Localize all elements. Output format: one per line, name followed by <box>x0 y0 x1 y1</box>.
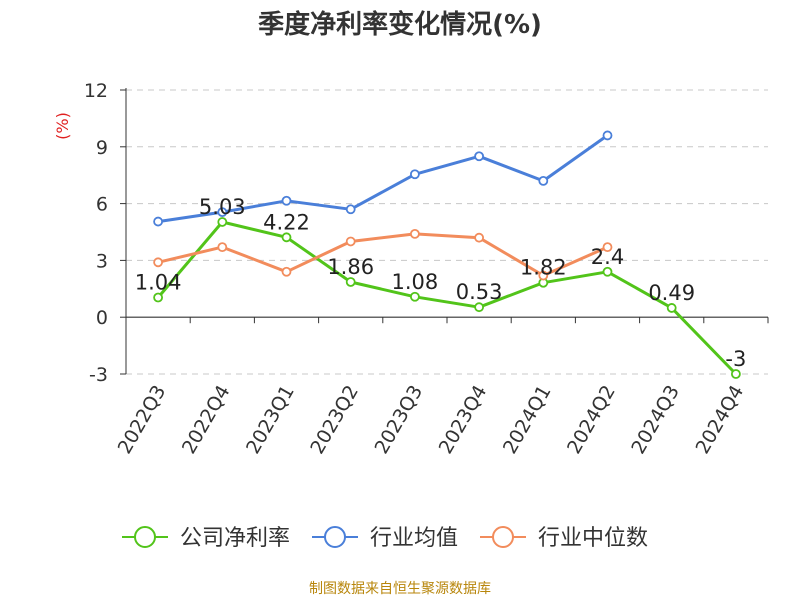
data-label: -3 <box>725 347 746 371</box>
data-point <box>217 217 228 227</box>
y-tick-label: 9 <box>96 137 108 159</box>
data-point <box>217 207 228 218</box>
series-lines <box>153 130 741 379</box>
data-point <box>153 257 164 268</box>
x-tick-label: 2022Q4 <box>178 382 235 458</box>
x-tick-label: 2023Q1 <box>242 382 299 458</box>
y-tick-label: -3 <box>89 364 108 386</box>
series-line <box>157 134 609 224</box>
data-point <box>217 242 228 253</box>
legend-label: 行业均值 <box>370 526 458 551</box>
legend-label: 行业中位数 <box>538 526 648 551</box>
x-tick-label: 2024Q4 <box>691 382 748 458</box>
chart-title: 季度净利率变化情况(%) <box>258 10 542 40</box>
data-point <box>602 130 613 141</box>
x-tick-label: 2024Q2 <box>563 382 620 458</box>
legend-marker <box>134 526 156 548</box>
data-label: 4.22 <box>263 210 310 234</box>
x-tick-label: 2023Q2 <box>306 382 363 458</box>
data-point <box>153 216 164 227</box>
x-tick-label: 2023Q4 <box>435 381 492 457</box>
data-point <box>538 175 549 186</box>
legend-marker <box>492 526 514 548</box>
y-tick-label: 12 <box>84 80 108 102</box>
data-point <box>409 228 420 239</box>
y-axis-label: (%) <box>53 112 72 140</box>
x-tick-label: 2024Q1 <box>499 382 556 458</box>
x-tick-label: 2022Q3 <box>114 382 171 458</box>
data-point <box>474 151 485 162</box>
data-point <box>666 303 677 313</box>
data-label: 1.04 <box>135 271 182 295</box>
data-label: 0.49 <box>648 281 695 305</box>
data-label: 1.82 <box>520 256 567 280</box>
x-tick-label: 2023Q3 <box>370 382 427 458</box>
data-point <box>281 266 292 277</box>
series-line <box>156 220 737 376</box>
gridlines <box>126 89 768 375</box>
data-point <box>409 169 420 180</box>
data-point <box>409 291 420 302</box>
data-point <box>538 270 549 281</box>
legend-marker <box>324 526 346 548</box>
series-line <box>157 232 609 277</box>
data-label: 1.08 <box>392 270 439 294</box>
data-labels: 1.04 5.03 4.22 1.86 1.08 0.53 1.82 2.4 0.49 -3 <box>135 195 747 371</box>
y-tick-label: 6 <box>96 194 108 216</box>
data-label: 5.03 <box>199 195 246 219</box>
y-tick-label: 0 <box>96 307 108 329</box>
data-point <box>281 232 292 243</box>
data-point <box>474 302 485 313</box>
data-point <box>474 232 485 243</box>
legend: 公司净利率 行业均值 行业中位数 <box>122 526 648 551</box>
y-tick-label: 3 <box>96 250 108 272</box>
data-point <box>345 204 356 215</box>
data-label: 2.4 <box>591 245 624 269</box>
legend-label: 公司净利率 <box>180 526 290 551</box>
data-point <box>731 369 741 379</box>
data-point <box>602 266 613 277</box>
data-point <box>345 277 356 287</box>
data-label: 1.86 <box>327 255 374 279</box>
x-tick-label: 2024Q3 <box>627 382 684 458</box>
data-label: 0.53 <box>456 280 503 304</box>
data-point <box>602 242 613 253</box>
data-point <box>153 292 164 303</box>
data-point <box>281 195 292 206</box>
source-note: 制图数据来自恒生聚源数据库 <box>309 581 491 597</box>
data-point <box>345 236 356 247</box>
